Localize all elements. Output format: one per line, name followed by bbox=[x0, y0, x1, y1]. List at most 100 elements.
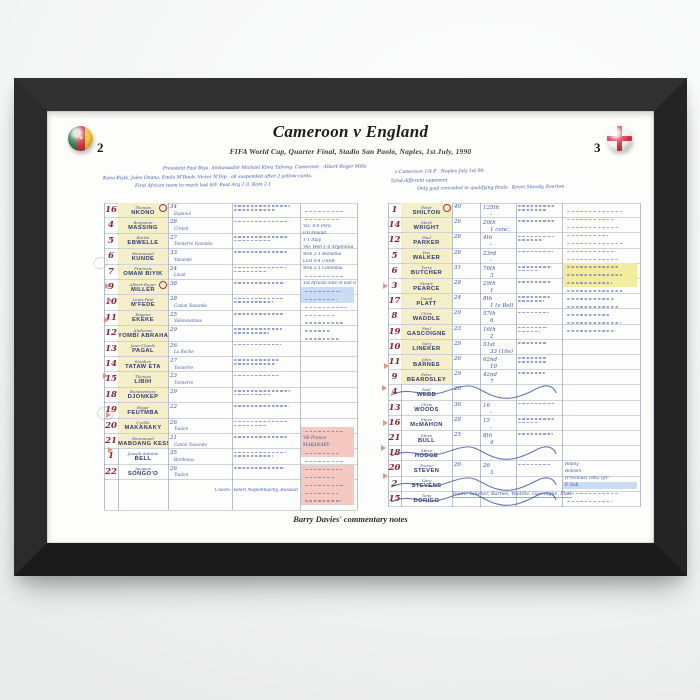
handwriting-squiggle bbox=[567, 274, 622, 276]
player-number: 16 bbox=[388, 417, 401, 428]
player-goals: 33 (16s) bbox=[490, 348, 513, 354]
player-surname: MILLER bbox=[131, 286, 155, 293]
table-row: 9 Albert-Roger MILLER 38- bbox=[104, 280, 357, 296]
player-goals: 1 bbox=[490, 288, 494, 294]
side-note-text bbox=[563, 287, 637, 295]
handwriting-squiggle bbox=[518, 250, 553, 253]
player-first-name: Eugene bbox=[135, 312, 151, 318]
handwriting-squiggle bbox=[234, 393, 271, 396]
commentary-note-cell bbox=[232, 249, 300, 263]
side-note-text bbox=[563, 255, 637, 263]
table-grid-line bbox=[562, 203, 563, 507]
handwritten-line: Only goal conceded in qualifying finals … bbox=[417, 185, 565, 193]
player-number: 15 bbox=[105, 374, 117, 385]
player-surname: McMAHON bbox=[410, 422, 443, 429]
margin-arrow-mark-icon bbox=[106, 412, 111, 418]
player-club: Toulon bbox=[174, 472, 189, 478]
handwriting-squiggle bbox=[567, 314, 610, 316]
player-name-cell: David PLATT bbox=[401, 294, 452, 309]
home-score: 2 bbox=[97, 140, 104, 155]
player-info-cell: 23 Tonnerre bbox=[168, 372, 232, 386]
player-club: Espanol bbox=[174, 210, 191, 216]
handwriting-squiggle bbox=[518, 326, 548, 329]
player-name-cell: Chris WADDLE bbox=[401, 309, 452, 324]
side-note-text bbox=[563, 489, 637, 497]
player-first-name: Paul bbox=[422, 326, 431, 332]
player-number: 20 bbox=[388, 463, 401, 474]
player-name-cell: Steve BULL bbox=[401, 431, 452, 445]
side-note-text bbox=[563, 231, 637, 239]
player-first-name: Des bbox=[422, 250, 431, 256]
commentary-note-cell bbox=[232, 465, 300, 479]
side-note-text bbox=[301, 311, 354, 319]
side-note-text bbox=[301, 335, 354, 343]
player-info-cell: 26 Toulon bbox=[168, 465, 232, 479]
side-note-text: MAKANAKY bbox=[301, 441, 354, 449]
player-info-cell: 22 bbox=[168, 403, 232, 417]
handwriting-squiggle bbox=[234, 266, 286, 269]
handwriting-squiggle bbox=[234, 282, 285, 284]
side-note-text bbox=[301, 272, 354, 280]
side-note-text bbox=[563, 278, 637, 287]
player-info-cell: 25 Valenciennes bbox=[168, 311, 232, 325]
handwriting-squiggle bbox=[305, 210, 345, 213]
player-age: 29 bbox=[170, 327, 177, 334]
handwriting-squiggle bbox=[567, 210, 622, 213]
player-surname: SHILTON bbox=[412, 209, 441, 216]
player-name-cell: Tony DORIGO bbox=[401, 492, 452, 506]
handwriting-squiggle bbox=[518, 402, 555, 405]
player-first-name: Joseph-Antoine bbox=[127, 450, 159, 456]
player-number: 9 bbox=[108, 282, 114, 292]
player-age: 21 bbox=[170, 435, 177, 441]
commentary-note-cell bbox=[232, 265, 300, 279]
player-number: 17 bbox=[388, 296, 401, 307]
player-number: 5 bbox=[391, 250, 398, 261]
player-club: Bordeaux bbox=[174, 456, 195, 462]
player-age: 27 bbox=[170, 358, 177, 364]
player-goals: 3 bbox=[490, 470, 494, 476]
player-name-cell: Joseph-Antoine BELL bbox=[118, 449, 168, 463]
player-age: 25 bbox=[170, 311, 177, 318]
player-first-name: Stuart bbox=[420, 280, 433, 286]
commentary-note-cell bbox=[516, 416, 562, 430]
side-notes-block: '88 France MAKANAKY bbox=[300, 427, 355, 505]
table-row: 19 Roger FEUTMBA 22 bbox=[104, 403, 357, 419]
player-age: 29 bbox=[454, 340, 461, 347]
player-surname: KUNDE bbox=[131, 255, 155, 262]
player-age: 23 bbox=[170, 373, 177, 380]
player-first-name: Bertin bbox=[136, 235, 150, 241]
player-goals: - bbox=[490, 409, 492, 415]
player-caps: 29th bbox=[483, 281, 496, 287]
table-row: 6 Terry BUTCHER 31 76th 3 bbox=[388, 263, 640, 279]
player-info-cell: 35 Bordeaux bbox=[168, 449, 232, 463]
player-first-name: Steve bbox=[420, 432, 433, 438]
player-caps: 20th bbox=[483, 220, 496, 227]
player-first-name: Terry bbox=[421, 265, 432, 271]
commentary-note-cell bbox=[516, 370, 562, 384]
player-surname: LIBIH bbox=[134, 378, 152, 385]
player-surname: HODGE bbox=[414, 452, 439, 459]
player-surname: NKONO bbox=[131, 209, 155, 216]
player-first-name: Peter bbox=[421, 204, 432, 210]
player-number: 21 bbox=[105, 436, 117, 446]
player-age: 30 bbox=[454, 401, 461, 408]
player-number: 3 bbox=[391, 281, 398, 291]
table-row: 18 Bonaventure DJONKEP 29 bbox=[104, 387, 357, 404]
table-row: 4 Benjamin MASSING 28 Creteil bbox=[104, 218, 357, 234]
player-surname: EBWELLE bbox=[127, 240, 159, 247]
ball-gloss bbox=[68, 126, 93, 151]
handwriting-squiggle bbox=[305, 476, 336, 479]
player-surname: STEVENS bbox=[411, 483, 442, 490]
handwriting-squiggle bbox=[567, 290, 623, 292]
handwriting-squiggle bbox=[234, 312, 283, 315]
player-age: 29 bbox=[170, 388, 177, 395]
player-club: Yaounde bbox=[174, 256, 193, 262]
side-note-text: '90: Won 1-0 Argentina bbox=[303, 244, 354, 250]
player-caps: 26 bbox=[483, 463, 490, 470]
player-name-cell: Emmanuel KUNDE bbox=[118, 249, 168, 264]
commentary-note-cell bbox=[232, 449, 300, 463]
commentary-note-cell bbox=[232, 218, 300, 232]
player-info-cell: 38- bbox=[168, 280, 232, 294]
player-first-name: Neil bbox=[422, 386, 431, 392]
table-grid-line bbox=[516, 203, 517, 507]
